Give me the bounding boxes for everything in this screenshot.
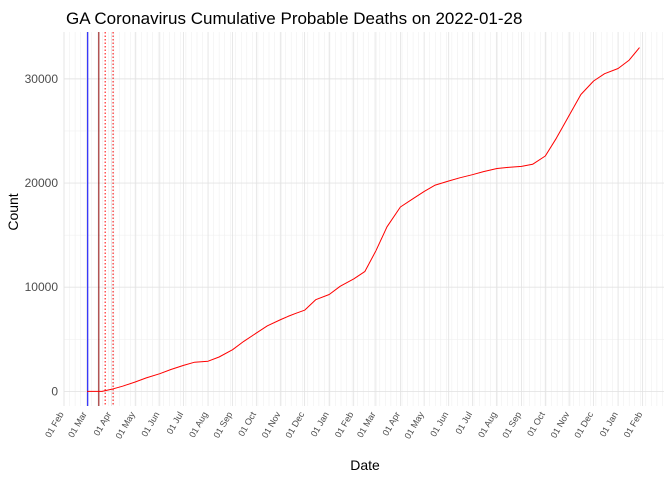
- series-line-1: [87, 47, 640, 392]
- x-tick-label: 01 Oct: [525, 410, 547, 438]
- grid: [63, 32, 664, 406]
- x-tick-label: 01 May: [114, 410, 138, 441]
- x-tick-label: 01 Apr: [92, 410, 114, 438]
- x-tick-label: 01 Aug: [187, 410, 210, 439]
- x-tick-label: 01 Oct: [236, 410, 258, 438]
- y-tick-label: 30000: [25, 72, 59, 86]
- x-tick-labels: 01 Feb 01 Mar 01 Apr 01 May 01 Jun 01 Jul 01 A…: [43, 410, 644, 441]
- x-tick-label: 01 Feb: [333, 410, 356, 439]
- x-tick-label: 01 Jan: [598, 410, 620, 438]
- x-tick-label: 01 Nov: [549, 410, 572, 440]
- x-tick-label: 01 Jun: [139, 410, 161, 438]
- x-tick-label: 01 Feb: [622, 410, 645, 439]
- x-tick-label: 01 May: [402, 410, 426, 441]
- y-tick-label: 10000: [25, 280, 59, 294]
- series-layer: [87, 47, 640, 392]
- x-axis-title: Date: [350, 457, 380, 473]
- reference-lines: [87, 32, 114, 406]
- x-tick-label: 01 Sep: [211, 410, 234, 440]
- chart-title: GA Coronavirus Cumulative Probable Death…: [66, 9, 522, 28]
- x-tick-label: 01 Dec: [572, 410, 595, 440]
- x-tick-label: 01 Nov: [260, 410, 283, 440]
- y-tick-label: 20000: [25, 176, 59, 190]
- x-tick-label: 01 Jul: [165, 410, 186, 436]
- x-tick-label: 01 Feb: [43, 410, 66, 439]
- x-tick-label: 01 Apr: [380, 410, 402, 438]
- x-tick-label: 01 Mar: [66, 410, 89, 439]
- y-tick-labels: 0 10000 20000 30000: [25, 72, 59, 399]
- x-tick-label: 01 Mar: [355, 410, 378, 439]
- x-tick-label: 01 Aug: [476, 410, 499, 439]
- x-tick-label: 01 Jan: [309, 410, 331, 438]
- x-tick-label: 01 Jun: [428, 410, 450, 438]
- x-tick-label: 01 Sep: [500, 410, 523, 440]
- x-tick-label: 01 Dec: [283, 410, 306, 440]
- x-tick-label: 01 Jul: [453, 410, 474, 436]
- y-axis-title: Count: [5, 193, 21, 230]
- y-tick-label: 0: [51, 384, 58, 398]
